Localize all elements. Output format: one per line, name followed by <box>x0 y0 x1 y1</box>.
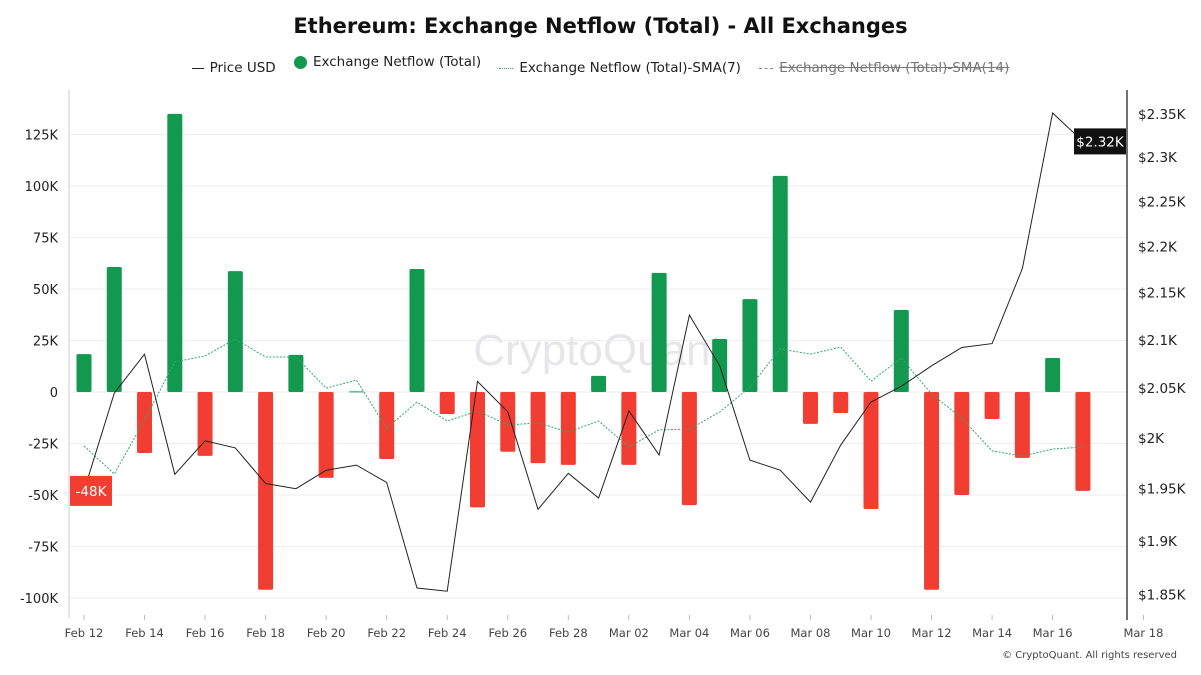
netflow-bar <box>439 392 455 415</box>
chart-title: Ethereum: Exchange Netflow (Total) - All… <box>293 14 908 38</box>
y-left-tick-label: 25K <box>33 335 59 350</box>
circle-swatch-icon <box>293 55 307 69</box>
netflow-bar <box>954 392 970 495</box>
netflow-bar <box>348 391 364 393</box>
y-left-tick-label: 50K <box>33 283 59 298</box>
x-tick-label: Mar 14 <box>972 626 1012 640</box>
legend-item-sma7[interactable]: Exchange Netflow (Total)-SMA(7) <box>499 60 741 76</box>
x-tick-label: Feb 22 <box>367 626 406 640</box>
x-tick-label: Feb 16 <box>186 626 225 640</box>
y-left-tick-label: 0 <box>50 386 58 401</box>
y-right-tick-label: $1.95K <box>1138 482 1187 498</box>
x-tick-label: Feb 28 <box>549 626 588 640</box>
price-line <box>83 112 1084 592</box>
copyright: © CryptoQuant. All rights reserved <box>1002 650 1177 661</box>
line-swatch-icon <box>191 67 204 69</box>
netflow-bar <box>984 392 1000 419</box>
legend-label: Exchange Netflow (Total)-SMA(7) <box>519 60 741 76</box>
x-tick-label: Feb 18 <box>246 626 285 640</box>
netflow-bar <box>1014 392 1030 458</box>
netflow-bar <box>227 271 243 392</box>
x-tick-label: Mar 04 <box>669 626 709 640</box>
netflow-bar <box>500 392 516 452</box>
netflow-bar <box>197 392 213 456</box>
netflow-bar <box>76 354 92 392</box>
netflow-bar <box>924 392 940 590</box>
netflow-bar <box>470 392 486 508</box>
netflow-bar <box>651 272 667 392</box>
netflow-bar <box>893 310 909 392</box>
netflow-bar <box>591 375 607 392</box>
netflow-bar <box>742 299 758 392</box>
current-netflow-badge <box>70 475 112 506</box>
legend-item-price[interactable]: Price USD <box>191 60 276 76</box>
x-tick-label: Mar 16 <box>1033 626 1073 640</box>
y-right-tick-label: $2.05K <box>1138 381 1187 397</box>
netflow-bar <box>530 392 546 464</box>
y-left-tick-label: 100K <box>25 180 59 195</box>
x-tick-label: Mar 06 <box>730 626 770 640</box>
netflow-bar <box>1045 358 1061 392</box>
x-tick-label: Feb 14 <box>125 626 164 640</box>
y-left-tick-label: -100K <box>20 592 59 607</box>
netflow-bar <box>681 392 697 506</box>
y-right-tick-label: $2.25K <box>1138 194 1187 210</box>
y-right-tick-label: $2.2K <box>1138 239 1178 255</box>
netflow-bar <box>863 392 879 510</box>
current-price-badge <box>1074 128 1126 155</box>
y-left-tick-label: -75K <box>28 541 58 556</box>
x-tick-label: Feb 24 <box>428 626 467 640</box>
netflow-bar <box>621 392 637 465</box>
netflow-bar <box>772 175 788 392</box>
netflow-bar <box>137 392 153 453</box>
netflow-bar <box>833 392 849 414</box>
y-right-tick-label: $2.1K <box>1138 333 1178 349</box>
x-tick-label: Mar 02 <box>609 626 649 640</box>
netflow-bar <box>802 392 818 424</box>
x-tick-label: Mar 08 <box>790 626 830 640</box>
y-right-tick-label: $2.35K <box>1138 107 1187 123</box>
netflow-bar <box>318 392 334 478</box>
legend-label: Exchange Netflow (Total) <box>312 54 482 70</box>
netflow-bar <box>560 392 576 465</box>
netflow-bar <box>1075 392 1091 491</box>
legend-label: Exchange Netflow (Total)-SMA(14) <box>779 60 1010 76</box>
y-right-tick-label: $1.85K <box>1138 587 1187 603</box>
legend: Price USD Exchange Netflow (Total) Excha… <box>0 54 1201 76</box>
x-tick-label: Mar 12 <box>912 626 952 640</box>
x-tick-label: Feb 20 <box>307 626 346 640</box>
y-right-tick-label: $2.3K <box>1138 150 1178 166</box>
legend-item-netflow[interactable]: Exchange Netflow (Total) <box>293 54 482 70</box>
y-right-tick-label: $2.15K <box>1138 286 1187 302</box>
x-tick-label: Mar 18 <box>1123 626 1163 640</box>
legend-item-sma14[interactable]: Exchange Netflow (Total)-SMA(14) <box>759 60 1009 76</box>
netflow-bar <box>409 269 425 392</box>
y-left-tick-label: 75K <box>33 232 59 247</box>
dashed-swatch-icon <box>759 67 774 69</box>
y-left-tick-label: -25K <box>28 438 58 453</box>
y-right-tick-label: $1.9K <box>1138 534 1178 550</box>
x-tick-label: Mar 10 <box>851 626 891 640</box>
legend-label: Price USD <box>209 60 276 76</box>
current-netflow-label: -48K <box>76 484 108 500</box>
watermark: CryptoQuant <box>473 326 722 375</box>
netflow-bar <box>288 354 304 392</box>
y-right-tick-label: $2K <box>1138 431 1165 447</box>
netflow-bar <box>379 392 395 459</box>
y-left-tick-label: -50K <box>28 489 58 504</box>
y-left-tick-label: 125K <box>25 129 59 144</box>
netflow-bar <box>106 266 122 392</box>
x-tick-label: Feb 12 <box>65 626 104 640</box>
x-tick-label: Feb 26 <box>488 626 527 640</box>
netflow-bar <box>167 113 183 393</box>
current-price-label: $2.32K <box>1076 134 1125 150</box>
dotted-swatch-icon <box>499 67 514 69</box>
netflow-bar <box>258 392 274 590</box>
